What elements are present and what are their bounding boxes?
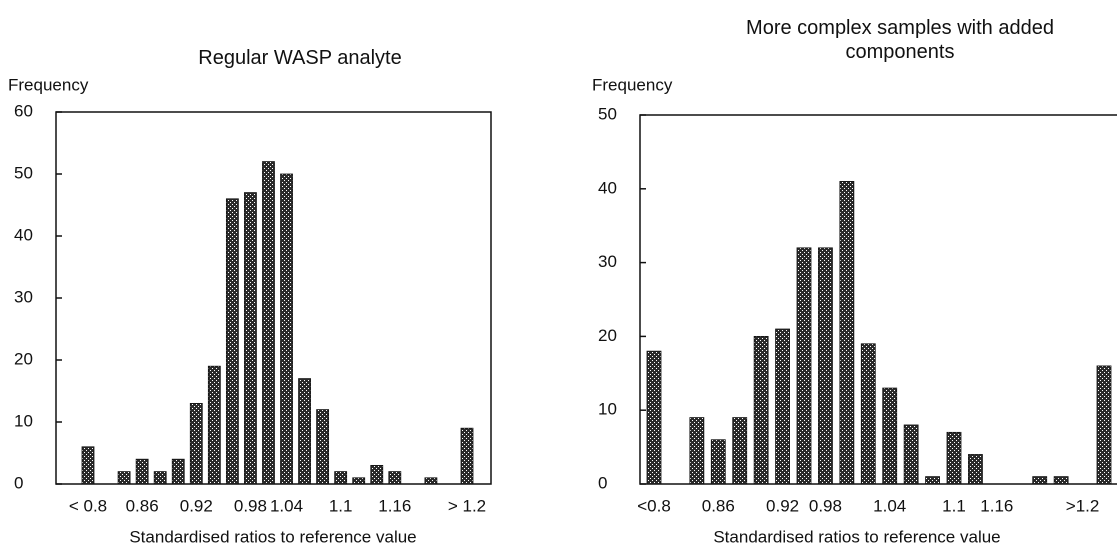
x-tick-label: 1.16 <box>980 496 1013 515</box>
x-axis-label: Standardised ratios to reference value <box>129 527 416 546</box>
x-tick-label: 1.16 <box>378 496 411 515</box>
bar <box>244 192 257 485</box>
y-tick-label: 30 <box>598 252 617 271</box>
bar <box>189 402 203 485</box>
bar <box>1096 365 1112 485</box>
bar <box>117 471 131 485</box>
y-tick-label: 30 <box>14 287 33 306</box>
bar <box>298 378 311 485</box>
bar <box>153 471 167 485</box>
bar <box>753 335 769 485</box>
y-axis-label: Frequency <box>592 75 673 94</box>
x-tick-label: < 0.8 <box>69 496 107 515</box>
bar <box>388 471 402 485</box>
bar <box>710 439 726 485</box>
x-tick-label: 0.86 <box>702 496 735 515</box>
bar <box>860 343 876 485</box>
bar <box>732 417 748 485</box>
chart-title: More complex samples with added componen… <box>746 17 1054 63</box>
x-tick-label: <0.8 <box>637 496 671 515</box>
bar <box>946 431 962 485</box>
bar <box>460 427 474 485</box>
bar <box>207 365 221 485</box>
y-tick-label: 20 <box>14 349 33 368</box>
bar <box>280 173 293 485</box>
x-tick-label: 0.86 <box>126 496 159 515</box>
bar <box>334 471 348 485</box>
bar <box>424 477 438 485</box>
x-tick-label: 1.04 <box>873 496 906 515</box>
y-tick-label: 40 <box>14 225 33 244</box>
bar <box>262 161 275 485</box>
bar <box>903 424 919 485</box>
bar <box>925 476 940 485</box>
bar <box>135 458 149 485</box>
x-tick-label: 1.1 <box>329 496 353 515</box>
chart-title: Regular WASP analyte <box>198 47 402 69</box>
bar <box>968 454 983 485</box>
bar <box>1032 476 1048 485</box>
x-tick-label: 0.98 <box>234 496 267 515</box>
bar <box>352 477 366 485</box>
y-tick-label: 40 <box>598 178 617 197</box>
y-tick-label: 20 <box>598 326 617 345</box>
bar <box>171 458 185 485</box>
bar <box>646 350 662 485</box>
plot-frame <box>639 114 1117 485</box>
x-tick-label: 0.92 <box>180 496 213 515</box>
bar <box>1053 476 1069 485</box>
bar <box>818 247 833 485</box>
bar <box>81 446 95 485</box>
bar <box>839 181 855 485</box>
y-tick-label: 0 <box>598 473 607 492</box>
y-tick-label: 50 <box>14 163 33 182</box>
y-tick-label: 10 <box>598 400 617 419</box>
bar <box>225 198 239 485</box>
bar <box>882 387 898 485</box>
x-tick-label: >1.2 <box>1066 496 1100 515</box>
bar <box>775 328 790 485</box>
bar <box>370 464 384 485</box>
x-tick-label: 0.98 <box>809 496 842 515</box>
y-tick-label: 60 <box>14 101 33 120</box>
x-tick-label: 1.1 <box>942 496 966 515</box>
bar <box>316 409 330 485</box>
bar <box>689 417 705 485</box>
x-tick-label: 1.04 <box>270 496 303 515</box>
y-axis-label: Frequency <box>8 75 89 94</box>
bar <box>796 247 812 485</box>
y-tick-label: 50 <box>598 104 617 123</box>
y-tick-label: 10 <box>14 411 33 430</box>
x-tick-label: > 1.2 <box>448 496 486 515</box>
x-tick-label: 0.92 <box>766 496 799 515</box>
y-tick-label: 0 <box>14 473 23 492</box>
x-axis-label: Standardised ratios to reference value <box>713 527 1000 546</box>
